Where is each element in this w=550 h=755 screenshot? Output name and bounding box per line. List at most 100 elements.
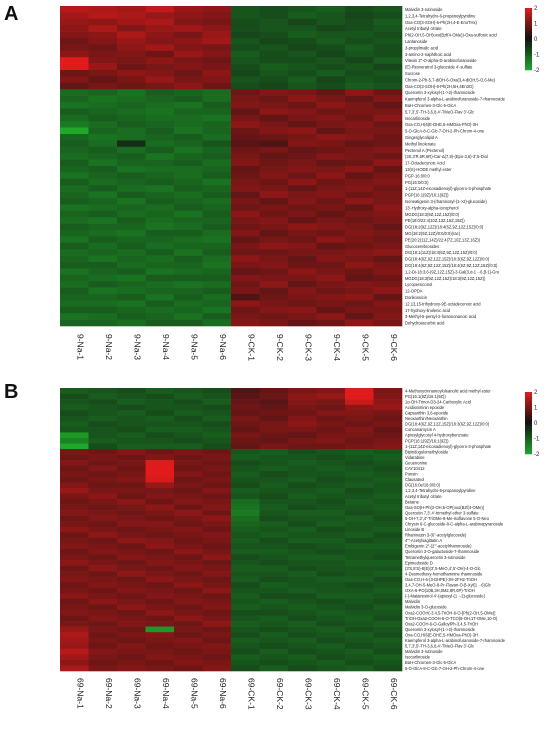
- heatmap-cell: [288, 598, 317, 605]
- heatmap-cell: [145, 50, 175, 58]
- heatmap-cell: [316, 38, 346, 45]
- legend-swatch: [525, 18, 532, 21]
- heatmap-cell: [373, 140, 403, 148]
- heatmap-cell: [117, 204, 146, 212]
- heatmap-cell: [145, 204, 175, 212]
- heatmap-cell: [345, 482, 374, 489]
- heatmap-cell: [60, 615, 89, 622]
- heatmap-cell: [202, 648, 232, 655]
- heatmap-cell: [345, 560, 374, 566]
- heatmap-cell: [373, 665, 403, 672]
- heatmap-cell: [345, 166, 374, 173]
- heatmap-cell: [145, 609, 175, 616]
- heatmap-cell: [231, 159, 260, 167]
- legend-swatch: [525, 28, 532, 30]
- heatmap-cell: [231, 31, 260, 39]
- heatmap-cell: [174, 554, 203, 561]
- heatmap-cell: [288, 268, 317, 276]
- heatmap-cell: [202, 576, 232, 583]
- heatmap-cell: [288, 102, 317, 109]
- heatmap-cell: [316, 236, 346, 244]
- heatmap-cell: [231, 637, 260, 644]
- legend-tick-label: -2: [534, 452, 540, 458]
- heatmap-cell: [60, 410, 89, 417]
- heatmap-cell: [316, 493, 346, 500]
- heatmap-cell: [174, 482, 203, 489]
- heatmap-cell: [231, 313, 260, 320]
- heatmap-cell: [288, 236, 317, 244]
- heatmap-cell: [231, 609, 260, 616]
- heatmap-cell: [174, 217, 203, 224]
- heatmap-cell: [174, 95, 203, 103]
- heatmap-cell: [174, 274, 203, 282]
- row-label: 17-hydroxy-linolenic acid: [405, 308, 451, 313]
- heatmap-cell: [259, 615, 289, 622]
- heatmap-cell: [231, 95, 260, 103]
- heatmap-cell: [60, 388, 89, 394]
- heatmap-cell: [316, 249, 346, 256]
- heatmap-cell: [288, 399, 317, 405]
- row-label: DG(18:4(6Z,9Z,12Z,15Z)/18:3(6Z,9Z,12Z)/0…: [405, 422, 490, 427]
- row-label: Chrysin 6-C-glucoside-8-C-alpha-L-arabin…: [405, 522, 504, 527]
- row-label: Vitexin 2''-O-alpha-D-arabinofuranoside: [405, 58, 477, 63]
- heatmap-cell: [345, 598, 374, 605]
- heatmap-cell: [345, 210, 374, 218]
- row-label: Oxa2-COOH-6-O-GalloylPh-3,4,5-TriOH: [405, 621, 478, 626]
- heatmap-cell: [345, 498, 374, 505]
- heatmap-cell: [60, 191, 89, 199]
- heatmap-cell: [174, 185, 203, 192]
- heatmap-cell: [288, 63, 317, 71]
- heatmap-cell: [60, 172, 89, 180]
- heatmap-cell: [345, 465, 374, 472]
- heatmap-cell: [231, 593, 260, 600]
- heatmap-cell: [345, 127, 374, 135]
- heatmap-cell: [88, 399, 118, 405]
- heatmap-cell: [288, 426, 317, 433]
- heatmap-cell: [60, 560, 89, 566]
- legend-swatch: [525, 446, 532, 449]
- legend-swatch: [525, 11, 532, 13]
- heatmap-cell: [316, 659, 346, 666]
- heatmap-cell: [88, 153, 118, 160]
- column-label: 69-CK-5: [360, 678, 370, 710]
- heatmap-cell: [345, 493, 374, 500]
- row-label: PE(20:2(11Z,14Z)/22:4(7Z,10Z,13Z,16Z)): [405, 237, 481, 242]
- heatmap-cell: [145, 532, 175, 539]
- heatmap-cell: [88, 643, 118, 650]
- panel-b-letter: B: [4, 381, 18, 403]
- heatmap-cell: [288, 95, 317, 103]
- heatmap-cell: [117, 443, 146, 450]
- heatmap-cell: [117, 281, 146, 288]
- heatmap-cell: [231, 6, 260, 13]
- heatmap-cell: [88, 140, 118, 148]
- heatmap-cell: [288, 537, 317, 544]
- legend-swatch: [525, 404, 532, 407]
- heatmap-cell: [60, 185, 89, 192]
- heatmap-cell: [145, 306, 175, 314]
- heatmap-cell: [316, 223, 346, 231]
- heatmap-cell: [202, 89, 232, 96]
- heatmap-cell: [316, 515, 346, 522]
- heatmap-cell: [60, 504, 89, 511]
- heatmap-cell: [117, 560, 146, 566]
- heatmap-cell: [117, 63, 146, 71]
- heatmap-cell: [174, 543, 203, 550]
- heatmap-cell: [259, 140, 289, 148]
- heatmap-cell: [88, 268, 118, 276]
- column-label: 9-Na-5: [189, 334, 199, 360]
- row-label: 5-O-GlcA-8-C-Glc-7-OH-2-Ph-Chrom-4-one: [405, 129, 485, 134]
- row-label: Oxa-CO,H(6)E-DHE,5-HMOxa-PhO)-3H: [405, 632, 478, 637]
- column-label: 9-CK-6: [389, 334, 399, 361]
- heatmap-cell: [231, 89, 260, 96]
- heatmap-cell: [88, 493, 118, 500]
- heatmap-cell: [231, 643, 260, 650]
- heatmap-cell: [373, 393, 403, 400]
- heatmap-cell: [174, 659, 203, 666]
- heatmap-cell: [259, 102, 289, 109]
- heatmap-cell: [373, 76, 403, 84]
- heatmap-cell: [88, 598, 118, 605]
- heatmap-cell: [117, 70, 146, 77]
- heatmap-cell: [231, 102, 260, 109]
- heatmap-cell: [145, 166, 175, 173]
- heatmap-cell: [231, 38, 260, 45]
